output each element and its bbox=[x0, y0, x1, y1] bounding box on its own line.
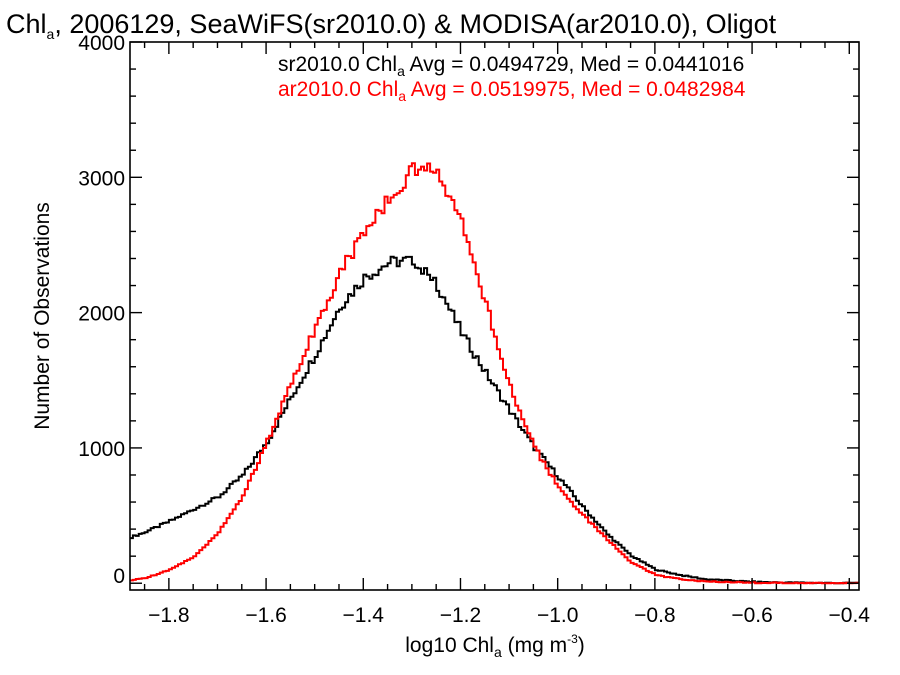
chart-title: Chla, 2006129, SeaWiFS(sr2010.0) & MODIS… bbox=[6, 9, 777, 42]
legend-entry-sr2010: sr2010.0 Chla Avg = 0.0494729, Med = 0.0… bbox=[278, 53, 744, 79]
x-tick-label: −1.6 bbox=[245, 604, 286, 627]
x-axis-label: log10 Chla (mg m-3) bbox=[405, 632, 585, 660]
y-axis-label: Number of Observations bbox=[31, 202, 54, 430]
x-tick-label: −0.6 bbox=[731, 604, 772, 627]
y-tick-labels: 0 1000 2000 3000 4000 bbox=[78, 32, 125, 588]
y-tick-label: 3000 bbox=[78, 167, 125, 190]
y-tick-label: 4000 bbox=[78, 32, 125, 55]
legend: sr2010.0 Chla Avg = 0.0494729, Med = 0.0… bbox=[278, 53, 746, 104]
x-tick-label: −1.8 bbox=[148, 604, 189, 627]
ticks-group bbox=[130, 41, 859, 590]
y-tick-label: 0 bbox=[113, 565, 125, 588]
y-tick-label: 2000 bbox=[78, 303, 125, 326]
x-tick-label: −0.4 bbox=[829, 604, 871, 627]
chart-title-subscript: a bbox=[47, 26, 55, 42]
series-line-ar2010.0 bbox=[130, 162, 859, 585]
x-tick-label: −1.2 bbox=[440, 604, 481, 627]
series-group bbox=[130, 162, 859, 585]
x-tick-labels: −1.8 −1.6 −1.4 −1.2 −1.0 −0.8 −0.6 −0.4 bbox=[148, 604, 870, 627]
series-line-sr2010.0 bbox=[130, 255, 859, 585]
y-tick-label: 1000 bbox=[78, 438, 125, 461]
x-tick-label: −1.0 bbox=[537, 604, 578, 627]
x-tick-label: −0.8 bbox=[634, 604, 675, 627]
x-tick-label: −1.4 bbox=[343, 604, 385, 627]
legend-entry-ar2010: ar2010.0 Chla Avg = 0.0519975, Med = 0.0… bbox=[278, 78, 746, 104]
plot-frame bbox=[129, 41, 860, 591]
